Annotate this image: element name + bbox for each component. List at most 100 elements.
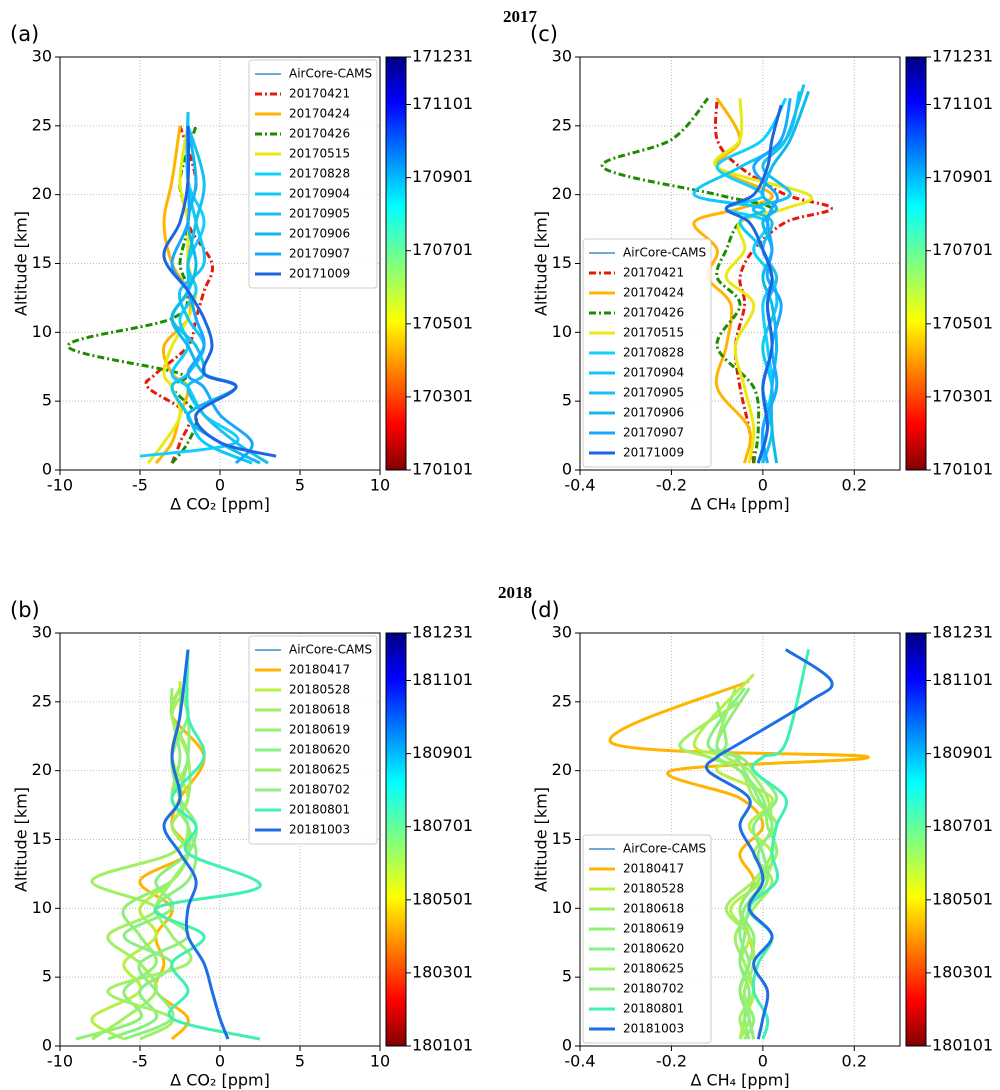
colorbar-label: 181231 [412,623,473,642]
colorbar-label: 170301 [932,386,993,405]
y-tick-label: 5 [562,391,572,410]
x-tick-label: 0.2 [842,1052,867,1071]
legend-label: 20180618 [289,703,350,717]
legend-box [248,635,378,845]
colorbar-label: 170901 [932,167,993,186]
y-tick-label: 20 [32,184,52,203]
y-tick-label: 25 [552,691,572,710]
colorbar-label: 171231 [412,47,473,66]
legend-label: 20180417 [289,663,350,677]
panel-label: (c) [530,22,558,46]
profile-line [162,649,230,1040]
profile-line [752,97,792,464]
legend-box [582,238,712,468]
legend-label: AirCore-CAMS [623,246,706,260]
legend-label: 20180625 [623,962,684,976]
y-tick-label: 5 [42,967,52,986]
y-tick-label: 5 [562,967,572,986]
colorbar-label: 181101 [412,670,473,689]
legend-label: 20170828 [289,167,350,181]
y-tick-label: 30 [32,623,52,642]
x-tick-label: 5 [295,1052,305,1071]
y-tick-label: 15 [32,253,52,272]
legend-label: 20170905 [623,386,684,400]
profile-line [162,125,277,458]
legend-label: 20180702 [623,982,684,996]
y-axis-label: Altitude [km] [12,211,31,316]
colorbar-label: 170101 [412,460,473,479]
plot-frame [59,56,381,471]
legend-label: 20170424 [289,107,350,121]
legend-label: 20180619 [289,723,350,737]
plot-frame [579,632,901,1047]
legend-label: 20181003 [289,823,350,837]
y-tick-label: 15 [32,829,52,848]
legend-label: 20170905 [289,207,350,221]
legend-label: 20170828 [623,346,684,360]
x-tick-label: -10 [47,476,73,495]
profile-line [170,125,254,465]
colorbar-label: 181101 [932,670,993,689]
y-tick-label: 20 [552,760,572,779]
profile-line [123,687,198,1041]
legend-label: AirCore-CAMS [289,643,372,657]
x-tick-label: 10 [370,1052,390,1071]
profile-line [715,687,776,1040]
legend-label: 20170421 [289,87,350,101]
x-tick-label: 0 [215,1052,225,1071]
colorbar-label: 170501 [412,313,473,332]
profile-line [90,681,190,1041]
y-tick-label: 0 [42,460,52,479]
legend-label: 20180417 [623,862,684,876]
colorbar-label: 180101 [412,1036,473,1055]
profile-line [747,649,811,1040]
y-tick-label: 30 [552,623,572,642]
y-tick-label: 20 [32,760,52,779]
legend-label: 20170426 [289,127,350,141]
panel-label: (d) [530,598,560,622]
legend-label: 20170904 [289,187,350,201]
colorbar-label: 170901 [412,167,473,186]
colorbar-label: 180501 [412,889,473,908]
profile-line [170,125,269,465]
y-axis-label: Altitude [km] [12,787,31,892]
colorbar-label: 180701 [932,816,993,835]
panel-label: (a) [10,22,39,46]
x-tick-label: 0.2 [842,476,867,495]
y-axis-label: Altitude [km] [532,211,551,316]
y-tick-label: 30 [552,47,572,66]
legend-label: AirCore-CAMS [623,842,706,856]
x-axis-label: Δ CO₂ [ppm] [170,1071,270,1090]
y-tick-label: 25 [32,115,52,134]
x-tick-label: 0 [758,476,768,495]
y-tick-label: 25 [32,691,52,710]
colorbar-label: 171101 [932,94,993,113]
section-title: 2018 [498,583,532,602]
colorbar-label: 180901 [412,743,473,762]
y-tick-label: 25 [552,115,572,134]
x-tick-label: 0 [758,1052,768,1071]
colorbar-label: 180101 [932,1036,993,1055]
profile-line [704,648,834,1040]
legend-label: 20170904 [623,366,684,380]
legend-box [582,834,712,1044]
y-tick-label: 10 [552,898,572,917]
x-tick-label: -0.4 [564,1052,595,1071]
legend-label: 20180620 [623,942,684,956]
y-tick-label: 30 [32,47,52,66]
profile-line [66,125,199,465]
colorbar-label: 180301 [932,962,993,981]
profile-line [724,104,783,464]
colorbar-label: 170301 [412,386,473,405]
legend-label: 20180528 [623,882,684,896]
legend-label: 20170515 [623,326,684,340]
x-tick-label: -0.4 [564,476,595,495]
y-tick-label: 0 [42,1036,52,1055]
x-tick-label: -0.2 [656,476,687,495]
legend-label: 20180619 [623,922,684,936]
legend-label: 20180801 [289,803,350,817]
colorbar-label: 171101 [412,94,473,113]
colorbar [385,56,407,471]
plot-frame [59,632,381,1047]
legend-label: 20180801 [623,1002,684,1016]
